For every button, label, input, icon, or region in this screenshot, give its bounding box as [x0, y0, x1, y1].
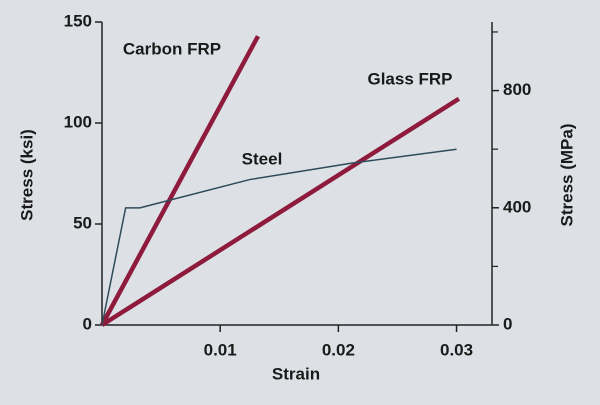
- y2-axis-label: Stress (MPa): [557, 124, 576, 227]
- series-line: [101, 148, 457, 326]
- x-tick-label: 0.02: [322, 340, 355, 359]
- x-tick-label: 0.03: [440, 340, 473, 359]
- x-tick-label: 0.01: [204, 340, 237, 359]
- y-axis-label: Stress (ksi): [17, 129, 36, 221]
- series-line: [100, 96, 461, 327]
- series-label: Glass FRP: [367, 69, 452, 88]
- series-line: [100, 35, 260, 327]
- series-label: Carbon FRP: [123, 39, 221, 58]
- y-tick-label: 150: [64, 11, 92, 30]
- y-tick-label: 100: [64, 112, 92, 131]
- y2-tick-label: 0: [503, 314, 512, 333]
- y-tick-label: 0: [83, 314, 92, 333]
- series-label: Steel: [242, 149, 283, 168]
- y2-tick-label: 800: [503, 80, 531, 99]
- y-tick-label: 50: [73, 213, 92, 232]
- x-axis-label: Strain: [272, 364, 320, 383]
- y2-tick-label: 400: [503, 197, 531, 216]
